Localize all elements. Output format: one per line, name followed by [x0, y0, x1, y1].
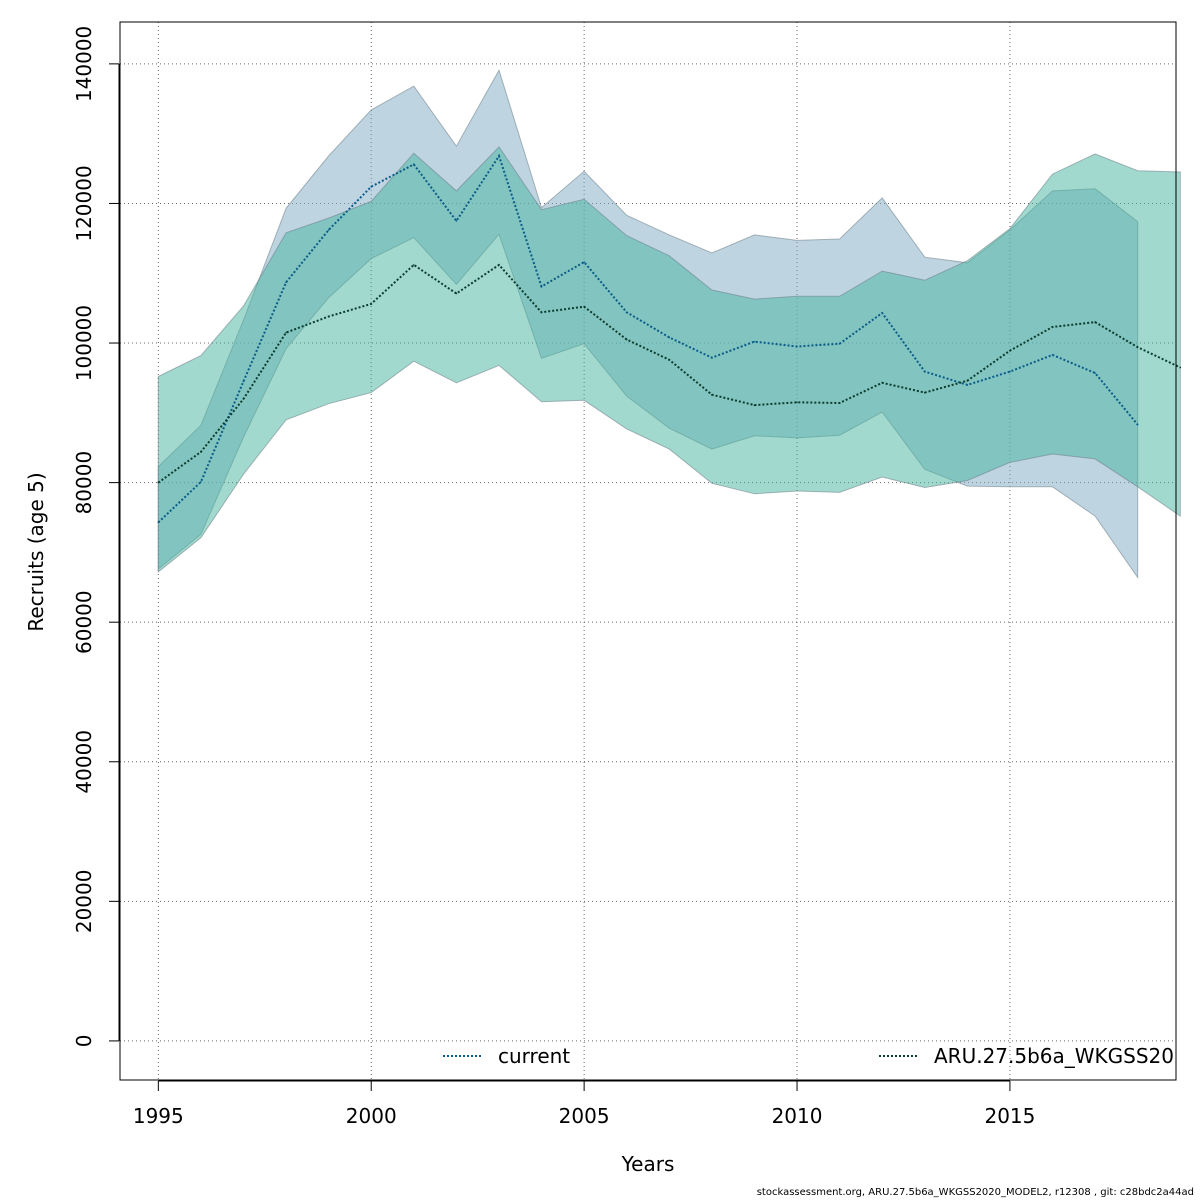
point-series-1	[625, 311, 628, 314]
point-series-2	[583, 305, 585, 308]
legend: current ARU.27.5b6a_WKGSS20	[443, 1044, 1174, 1068]
point-series-1	[1009, 370, 1011, 373]
point-series-1	[200, 481, 202, 483]
x-tick-label: 2015	[984, 1104, 1035, 1128]
plot-frame	[119, 21, 1177, 1081]
point-series-1	[838, 342, 841, 345]
point-series-2	[1051, 326, 1054, 328]
point-series-1	[498, 155, 500, 157]
point-series-2	[923, 391, 926, 394]
point-series-1	[1136, 423, 1139, 426]
point-series-1	[1094, 372, 1096, 374]
point-series-1	[157, 521, 160, 524]
x-tick-label: 2000	[346, 1104, 397, 1128]
point-series-1	[285, 281, 287, 284]
point-series-1	[242, 380, 245, 383]
y-tick-label: 120000	[72, 165, 96, 241]
point-series-1	[881, 312, 883, 314]
footer-source: stockassessment.org, ARU.27.5b6a_WKGSS20…	[756, 1187, 1194, 1198]
point-series-1	[540, 285, 543, 288]
y-tick-label: 20000	[72, 870, 96, 934]
grid-lines	[120, 22, 1176, 1080]
point-series-2	[838, 402, 841, 404]
y-tick-label: 140000	[72, 26, 96, 102]
point-series-1	[966, 384, 969, 386]
legend-label-series-1: current	[498, 1044, 570, 1068]
point-series-2	[711, 393, 713, 396]
point-series-2	[753, 404, 756, 406]
point-series-2	[285, 331, 287, 334]
point-series-2	[370, 303, 373, 305]
point-series-1	[796, 345, 798, 348]
point-series-2	[668, 358, 671, 361]
point-series-2	[1136, 346, 1139, 349]
legend-label-series-2: ARU.27.5b6a_WKGSS20	[934, 1044, 1174, 1068]
point-series-1	[1051, 354, 1054, 356]
point-series-2	[966, 379, 969, 382]
x-axis-label: Years	[621, 1152, 675, 1176]
point-series-2	[242, 398, 245, 400]
y-tick-label: 100000	[72, 305, 96, 381]
point-series-2	[498, 264, 500, 266]
point-series-2	[455, 292, 458, 295]
point-series-1	[413, 163, 415, 166]
point-series-1	[668, 336, 671, 339]
point-series-2	[200, 451, 202, 453]
point-series-2	[1009, 349, 1011, 352]
point-series-2	[881, 382, 883, 384]
point-series-2	[540, 311, 543, 314]
point-series-2	[327, 315, 330, 318]
series-lines	[157, 153, 1182, 524]
point-series-2	[796, 401, 798, 404]
point-series-2	[413, 264, 415, 266]
x-axis: 1995 2000 2005 2010 2015	[133, 1080, 1035, 1128]
line-series-1	[157, 153, 1139, 524]
point-series-1	[923, 370, 926, 373]
y-axis: 0 20000 40000 60000 80000 100000 120000 140000	[72, 26, 120, 1048]
y-tick-label: 0	[72, 1035, 96, 1048]
point-series-2	[157, 481, 160, 484]
confidence-bands	[157, 68, 1181, 580]
x-tick-label: 1995	[133, 1104, 184, 1128]
x-tick-label: 2010	[772, 1104, 823, 1128]
point-series-1	[327, 229, 330, 231]
point-series-2	[1094, 321, 1096, 323]
point-series-2	[625, 338, 628, 341]
y-axis-label: Recruits (age 5)	[24, 472, 48, 631]
point-series-1	[370, 185, 373, 188]
point-series-1	[583, 261, 585, 263]
point-series-1	[753, 340, 756, 343]
y-tick-label: 40000	[72, 730, 96, 794]
y-tick-label: 80000	[72, 451, 96, 515]
point-series-1	[711, 356, 713, 359]
y-tick-label: 60000	[72, 590, 96, 654]
x-tick-label: 2005	[559, 1104, 610, 1128]
point-series-2	[1179, 366, 1182, 369]
point-series-1	[455, 220, 458, 222]
